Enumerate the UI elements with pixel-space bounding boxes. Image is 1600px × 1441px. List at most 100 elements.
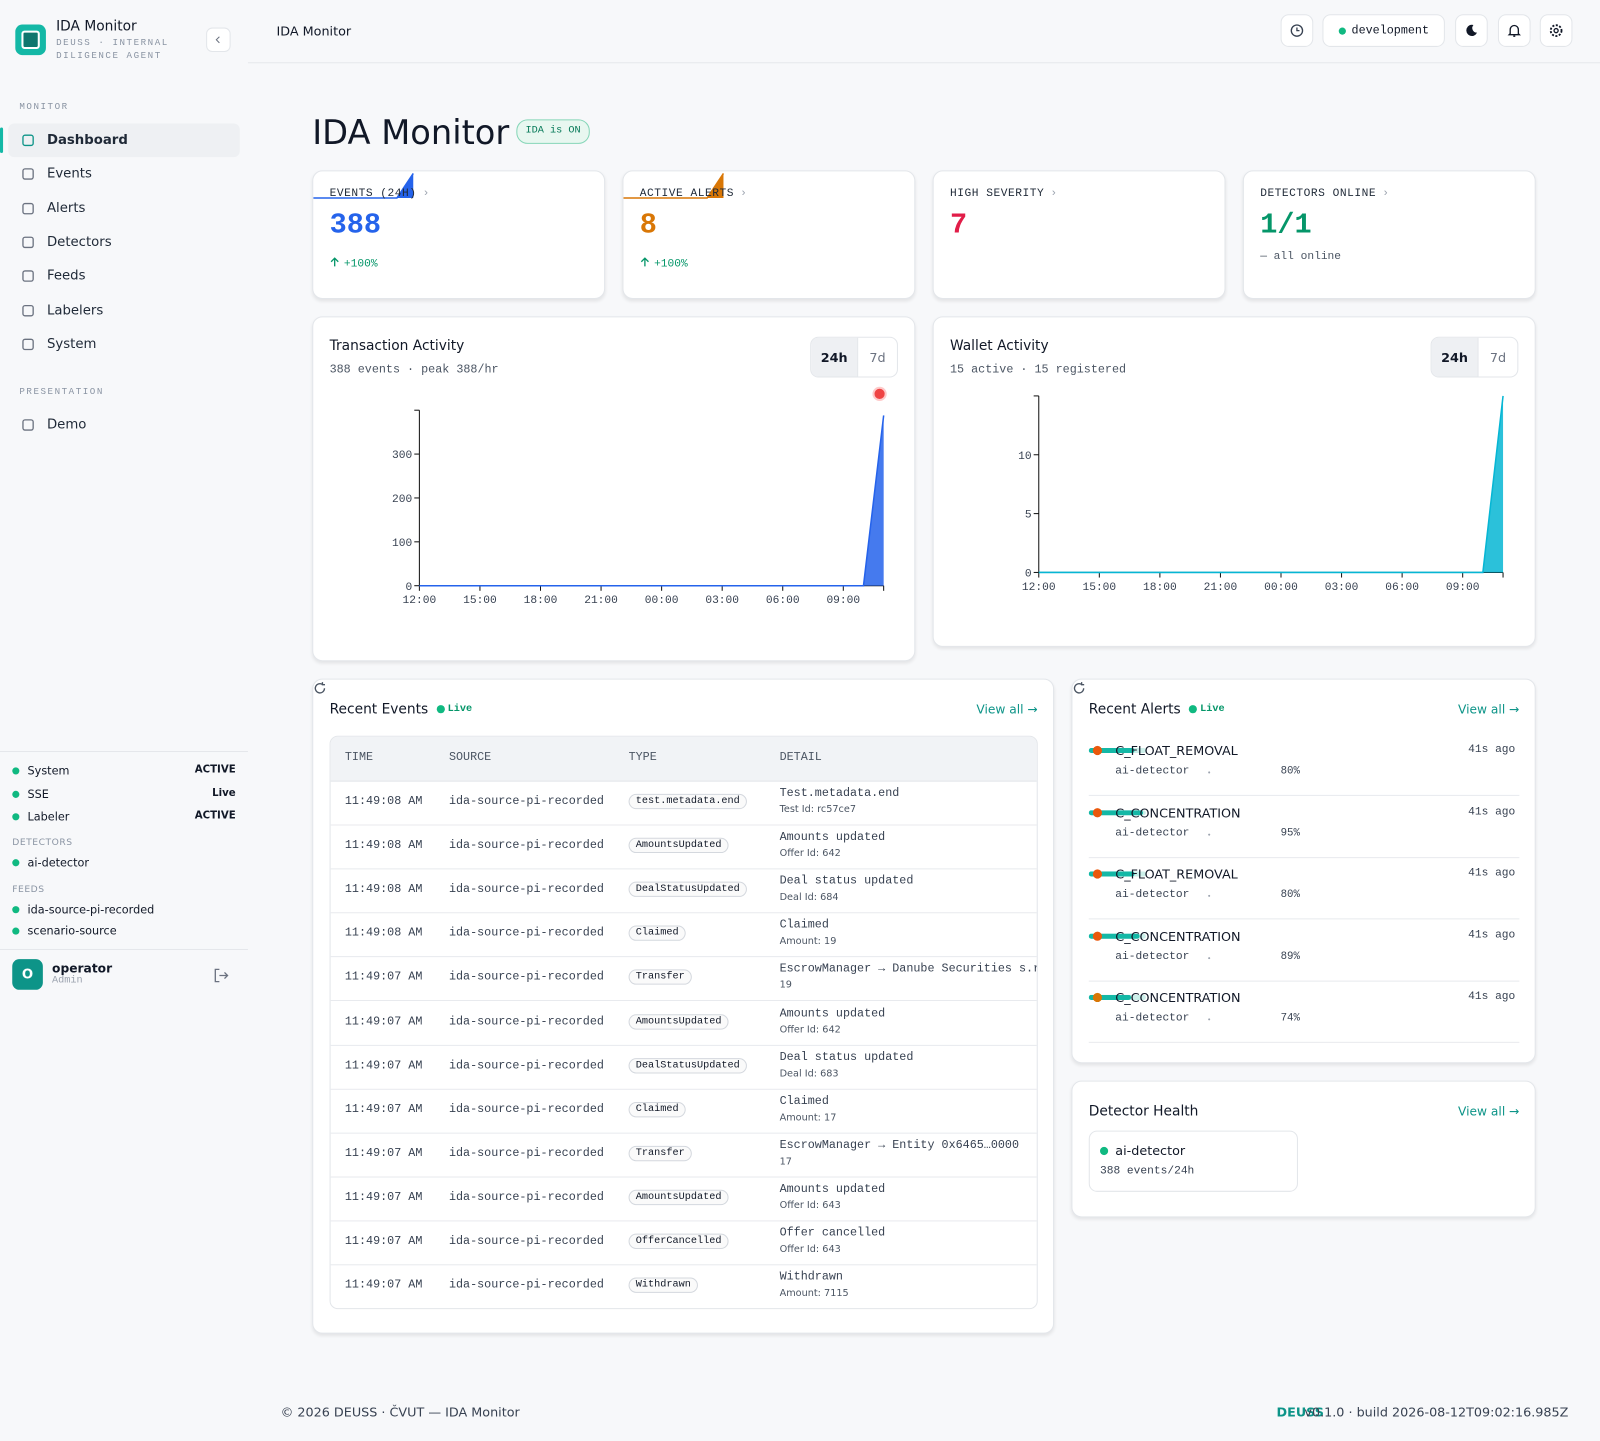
alert-name: C_CONCENTRATION [1115,928,1241,944]
nav-item[interactable]: Demo [8,408,240,442]
event-type: test.metadata.end [628,793,747,810]
notifications-button[interactable] [1497,14,1531,47]
stat-card[interactable]: HIGH SEVERITY › 7 [932,170,1226,299]
icon-shape [22,304,34,316]
nav-label: Events [46,166,92,182]
view-all-link[interactable]: View all → [1457,1104,1520,1119]
confidence-label: 80% [1280,765,1300,778]
stat-label-text: EVENTS (24H) [329,187,417,200]
nav-item[interactable]: Feeds [8,259,240,293]
nav-icon [22,270,34,282]
divider [0,751,248,753]
table-row[interactable]: 11:49:07 AM ida-source-pi-recorded Transfe… [330,957,1037,1002]
severity-dot [1092,992,1103,1003]
event-detail-sub: Offer Id: 642 [779,1023,841,1036]
environment-button[interactable]: development [1322,14,1445,47]
table-row[interactable]: 11:49:08 AM ida-source-pi-recorded Amounts… [330,825,1037,870]
up-arrow [640,257,649,267]
nav-label: System [46,336,97,352]
status-badge: IDA is ON [516,119,590,144]
event-detail-sub: Amount: 17 [779,1111,837,1124]
refresh-button[interactable] [1072,682,1085,695]
view-all-link[interactable]: View all → [976,702,1038,717]
environment: development [1351,23,1430,38]
sparkline-line [623,173,725,199]
live-dot [436,705,445,714]
collapse-button[interactable] [206,27,231,53]
event-type: Claimed [628,1101,686,1118]
nav-item[interactable]: Detectors [8,225,240,259]
table-row[interactable]: 11:49:07 AM ida-source-pi-recorded Amounts… [330,1176,1037,1222]
view-all-link[interactable]: View all → [1457,702,1520,717]
event-detail-sub: 17 [779,1155,792,1168]
history-button[interactable] [1280,14,1314,47]
table-row[interactable]: 11:49:07 AM ida-source-pi-recorded Claimed… [330,1088,1037,1134]
stat-card[interactable]: ACTIVE ALERTS › 8 +100% [622,170,916,299]
stat-card[interactable]: DETECTORS ONLINE › 1/1 — all online [1242,170,1536,299]
x-tick-label: 18:00 [1143,582,1177,594]
alert-item[interactable]: C_CONCENTRATION 41s ago ai-detector 74% [1088,986,1520,1043]
confidence-label: 89% [1280,950,1300,963]
event-source: ida-source-pi-recorded [448,1234,604,1248]
nav-item[interactable]: Labelers [8,293,240,327]
range-button[interactable]: 24h [811,337,858,377]
nav-item[interactable]: Events [8,157,240,191]
icon-shape [22,419,34,431]
y-tick-label: 100 [392,538,412,550]
card-title-text: Recent Events [329,701,429,718]
table-row[interactable]: 11:49:07 AM ida-source-pi-recorded Withdra… [331,1264,1037,1308]
logout-button[interactable] [213,967,229,986]
event-time: 11:49:07 AM [344,1058,423,1073]
table-row[interactable]: 11:49:07 AM ida-source-pi-recorded Transfe… [330,1132,1037,1178]
stat-label: HIGH SEVERITY › [950,188,1058,200]
settings-button[interactable] [1539,14,1573,47]
alert-name: C_CONCENTRATION [1115,989,1241,1006]
table-row[interactable]: 11:49:08 AM ida-source-pi-recorded test.me… [330,781,1037,826]
alert-item[interactable]: C_CONCENTRATION 41s ago ai-detector 89% [1088,924,1520,982]
live-text: Live [1200,703,1225,715]
event-type: Withdrawn [628,1277,698,1293]
confidence-label: 80% [1280,888,1300,902]
footer-brand: DEUSS [1276,1404,1324,1420]
nav-item[interactable]: System [8,327,240,361]
detector-box[interactable]: ai-detector 388 events/24h [1088,1130,1298,1192]
event-detail-sub: Deal Id: 683 [779,1067,839,1080]
event-time: 11:49:07 AM [344,970,423,985]
alert-age: 41s ago [1468,743,1516,757]
stat-note: — all online [1260,251,1342,264]
range-button[interactable]: 7d [857,337,897,377]
detectors-heading: DETECTORS [12,837,73,848]
table-row[interactable]: 11:49:07 AM ida-source-pi-recorded OfferCa… [330,1220,1037,1266]
stat-card[interactable]: EVENTS (24H) › 388 +100% [312,170,606,299]
event-detail: EscrowManager → Danube Securities s.r.o. [779,962,1037,976]
topbar-border [247,62,1600,64]
nav-item[interactable]: Dashboard [8,123,240,158]
separator [1208,1018,1211,1021]
range-button[interactable]: 7d [1477,337,1518,377]
severity-dot [1092,807,1103,817]
nav-label: Feeds [46,268,86,284]
alert-item[interactable]: C_FLOAT_REMOVAL 41s ago ai-detector 80% [1088,862,1520,920]
event-detail: Test.metadata.end [779,786,900,800]
table-row[interactable]: 11:49:07 AM ida-source-pi-recorded DealSta… [330,1044,1037,1090]
range-button[interactable]: 24h [1431,337,1478,377]
event-source: ida-source-pi-recorded [448,794,604,809]
event-time: 11:49:07 AM [344,1014,423,1029]
x-tick-label: 03:00 [705,595,739,607]
x-tick-label: 15:00 [463,595,497,607]
alert-item[interactable]: C_CONCENTRATION 41s ago ai-detector 95% [1088,801,1520,858]
table-row[interactable]: 11:49:08 AM ida-source-pi-recorded DealSta… [330,869,1037,914]
table-row[interactable]: 11:49:08 AM ida-source-pi-recorded Claimed… [330,913,1037,958]
nav-label: Dashboard [46,132,128,148]
table-row[interactable]: 11:49:07 AM ida-source-pi-recorded Amounts… [330,1001,1037,1046]
theme-button[interactable] [1455,14,1488,47]
event-detail: Claimed [779,918,829,932]
nav-icon [22,134,34,147]
nav-label: Labelers [46,302,104,318]
alert-item[interactable]: C_FLOAT_REMOVAL 41s ago ai-detector 80% [1088,739,1520,796]
nav-item[interactable]: Alerts [8,191,240,225]
refresh-button[interactable] [313,682,326,695]
wallet-card: Wallet Activity 15 active · 15 registered… [932,316,1536,647]
nav-label: Detectors [46,234,112,250]
event-source: ida-source-pi-recorded [448,838,604,853]
